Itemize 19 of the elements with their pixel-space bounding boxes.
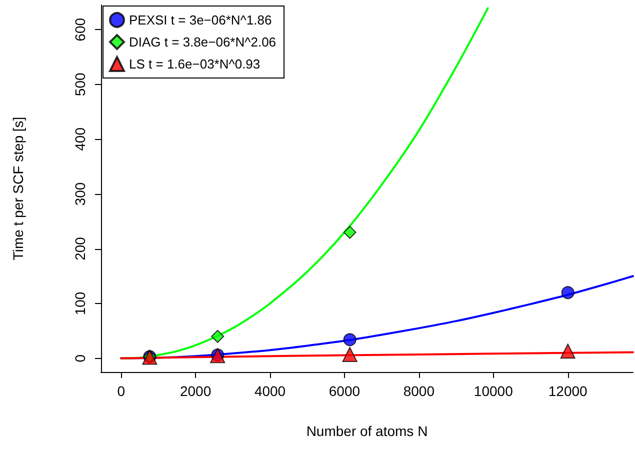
y-tick-label: 100 bbox=[72, 292, 88, 316]
y-tick-label: 0 bbox=[72, 354, 88, 362]
x-tick-label: 2000 bbox=[180, 383, 212, 399]
x-tick-label: 8000 bbox=[403, 383, 435, 399]
y-axis-title: Time t per SCF step [s] bbox=[10, 116, 26, 260]
y-tick-label: 200 bbox=[72, 236, 88, 260]
y-tick-label: 600 bbox=[72, 18, 88, 42]
x-tick-label: 12000 bbox=[548, 383, 588, 399]
legend-label: LS t = 1.6e−03*N^0.93 bbox=[129, 56, 260, 72]
y-tick-label: 300 bbox=[72, 182, 88, 206]
x-tick-label: 6000 bbox=[328, 383, 360, 399]
y-tick-label: 400 bbox=[72, 127, 88, 151]
legend-label: PEXSI t = 3e−06*N^1.86 bbox=[129, 12, 272, 28]
x-tick-label: 0 bbox=[117, 383, 126, 399]
legend-label: DIAG t = 3.8e−06*N^2.06 bbox=[129, 34, 276, 50]
x-tick-label: 4000 bbox=[254, 383, 286, 399]
x-axis-title: Number of atoms N bbox=[306, 423, 428, 439]
y-tick-label: 500 bbox=[72, 72, 88, 96]
x-tick-label: 10000 bbox=[474, 383, 514, 399]
